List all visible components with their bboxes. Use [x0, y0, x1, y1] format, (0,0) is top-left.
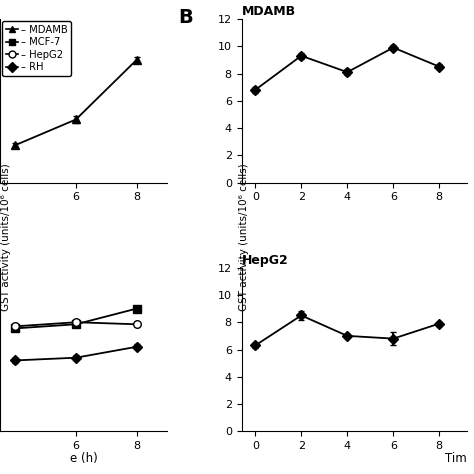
Text: GST activity (units/10⁶ cells): GST activity (units/10⁶ cells) [239, 163, 249, 311]
Legend: – MDAMB, – MCF-7, – HepG2, – RH: – MDAMB, – MCF-7, – HepG2, – RH [2, 21, 72, 76]
Text: MDAMB: MDAMB [241, 5, 296, 18]
X-axis label: Tim: Tim [445, 453, 467, 465]
Text: B: B [178, 8, 193, 27]
Text: HepG2: HepG2 [241, 254, 288, 266]
Text: GST activity (units/10⁶ cells): GST activity (units/10⁶ cells) [1, 163, 11, 311]
X-axis label: e (h): e (h) [70, 453, 97, 465]
